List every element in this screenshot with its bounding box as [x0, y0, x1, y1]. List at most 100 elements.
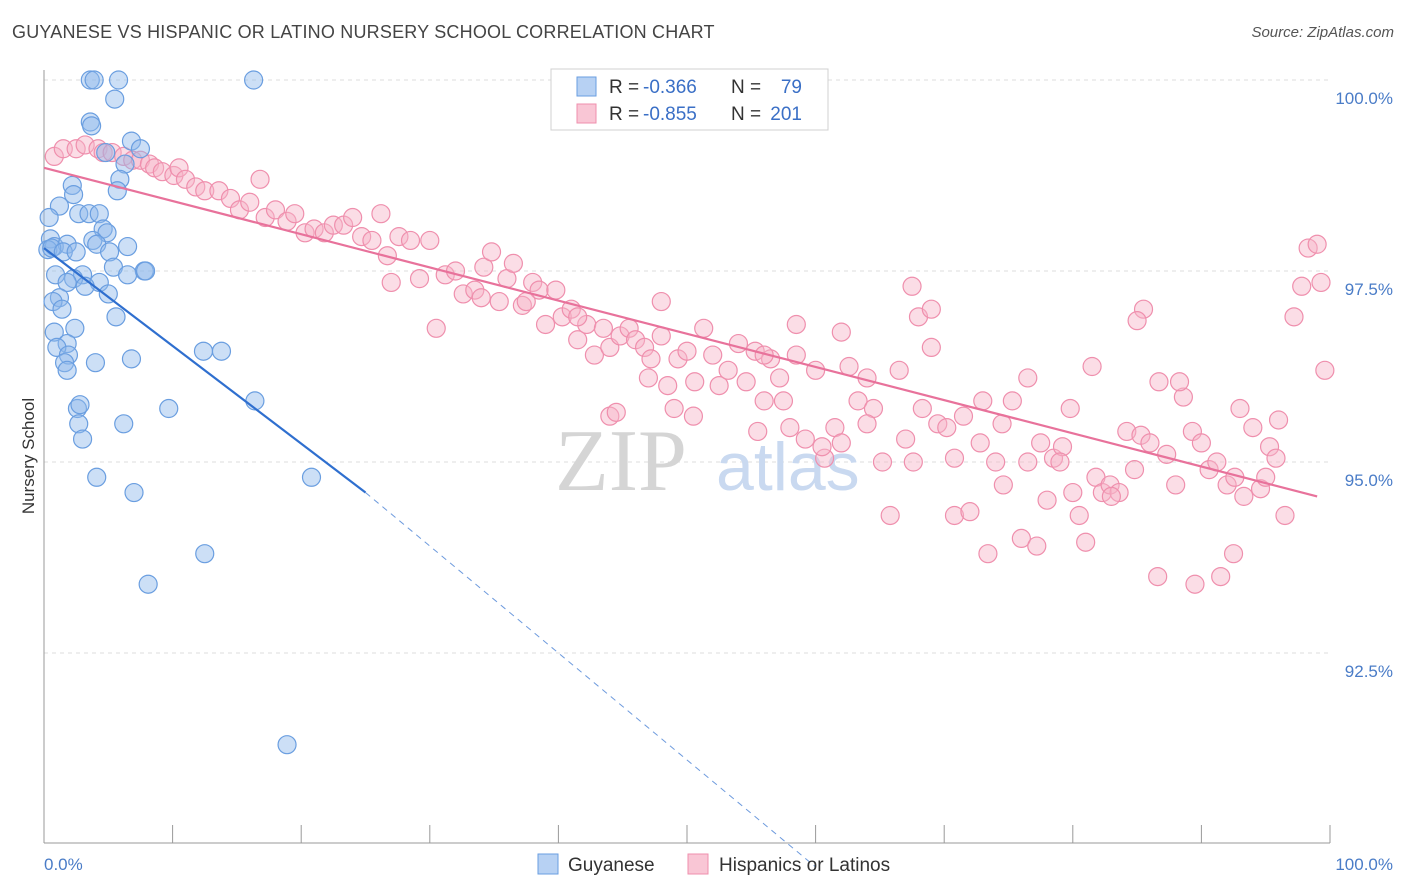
point-hispanic-169 — [638, 368, 659, 388]
chart-source: Source: ZipAtlas.com — [1251, 24, 1394, 41]
point-hispanic-159 — [1018, 368, 1038, 388]
point-hispanic-154 — [1133, 299, 1154, 319]
point-hispanic-126 — [1124, 460, 1145, 480]
point-hispanic-106 — [960, 502, 980, 522]
point-guyanese-9 — [130, 139, 151, 159]
point-hispanic-143 — [1266, 448, 1286, 468]
legend-n-value-2: 201 — [770, 104, 802, 125]
point-hispanic-117 — [1052, 437, 1073, 457]
y-tick-label-2: 95.0% — [1345, 471, 1393, 490]
point-hispanic-120 — [1076, 532, 1096, 552]
stats-legend-box — [550, 68, 829, 131]
point-hispanic-52 — [512, 295, 532, 315]
point-guyanese-64 — [114, 414, 134, 434]
point-hispanic-153 — [921, 299, 941, 319]
point-hispanic-47 — [474, 257, 494, 277]
point-hispanic-45 — [453, 284, 473, 304]
point-guyanese-31 — [66, 242, 86, 262]
point-hispanic-24 — [265, 200, 286, 220]
point-hispanic-42 — [426, 318, 446, 338]
point-hispanic-91 — [839, 356, 859, 377]
point-guyanese-2 — [244, 70, 264, 90]
point-hispanic-100 — [912, 398, 932, 419]
point-hispanic-111 — [1002, 391, 1022, 411]
trend-lines — [43, 166, 1318, 868]
legend-swatch-guyanese — [576, 76, 597, 97]
point-hispanic-144 — [1275, 505, 1295, 526]
point-hispanic-78 — [728, 333, 749, 354]
point-hispanic-37 — [381, 272, 401, 293]
point-guyanese-17 — [79, 204, 99, 224]
point-hispanic-32 — [343, 207, 363, 228]
point-hispanic-83 — [769, 368, 790, 388]
point-hispanic-51 — [503, 253, 523, 273]
chart-title: GUYANESE VS HISPANIC OR LATINO NURSERY S… — [12, 22, 715, 42]
point-hispanic-130 — [1157, 444, 1177, 464]
point-hispanic-103 — [937, 418, 957, 438]
point-guyanese-49 — [65, 318, 85, 338]
point-hispanic-101 — [921, 337, 941, 357]
point-hispanic-22 — [250, 169, 270, 189]
point-hispanic-75 — [703, 345, 723, 365]
point-guyanese-61 — [70, 395, 90, 415]
point-guyanese-51 — [47, 337, 67, 357]
point-hispanic-171 — [516, 291, 536, 312]
point-hispanic-148 — [1307, 234, 1327, 254]
trend-line-guyanese — [43, 247, 367, 494]
point-guyanese-4 — [108, 70, 129, 90]
y-axis-title: Nursery School — [19, 398, 38, 514]
point-hispanic-131 — [1166, 475, 1186, 495]
point-guyanese-36 — [45, 265, 66, 285]
point-hispanic-161 — [857, 414, 877, 434]
point-guyanese-46 — [52, 299, 72, 319]
point-hispanic-156 — [1082, 356, 1102, 377]
watermark: ZIP atlas — [555, 413, 860, 510]
point-hispanic-59 — [568, 330, 588, 350]
x-tick-label-left: 0.0% — [44, 855, 83, 874]
point-hispanic-163 — [748, 421, 768, 442]
point-guyanese-41 — [57, 272, 77, 293]
point-hispanic-90 — [831, 322, 851, 342]
point-hispanic-104 — [944, 505, 965, 526]
bottom-legend-swatch-guyanese — [537, 853, 559, 875]
point-hispanic-84 — [780, 418, 800, 438]
point-hispanic-145 — [1284, 307, 1304, 327]
point-hispanic-99 — [903, 452, 923, 472]
point-hispanic-118 — [1060, 398, 1080, 419]
point-hispanic-172 — [568, 307, 588, 327]
point-guyanese-29 — [42, 238, 62, 258]
point-hispanic-85 — [786, 314, 806, 335]
point-hispanic-150 — [1315, 360, 1335, 380]
point-hispanic-79 — [736, 372, 756, 392]
point-hispanic-77 — [718, 360, 738, 380]
point-guyanese-43 — [98, 284, 118, 304]
point-hispanic-98 — [896, 429, 916, 449]
point-hispanic-74 — [694, 318, 714, 338]
point-hispanic-134 — [1191, 433, 1212, 453]
point-guyanese-39 — [117, 265, 138, 285]
point-guyanese-65 — [72, 429, 93, 449]
legend-r-label-2: R = — [609, 104, 639, 125]
point-hispanic-108 — [978, 544, 998, 564]
point-hispanic-23 — [255, 207, 275, 228]
point-hispanic-125 — [1117, 421, 1137, 442]
point-guyanese-53 — [85, 353, 106, 373]
point-hispanic-53 — [523, 272, 543, 293]
point-guyanese-3 — [105, 89, 125, 109]
point-guyanese-62 — [159, 398, 179, 419]
point-guyanese-71 — [277, 735, 297, 755]
gridlines — [44, 79, 1330, 654]
point-guyanese-48 — [44, 322, 64, 342]
point-guyanese-68 — [124, 482, 144, 503]
point-hispanic-46 — [465, 280, 485, 300]
point-hispanic-86 — [795, 429, 815, 449]
point-hispanic-170 — [471, 288, 491, 308]
point-hispanic-179 — [1031, 433, 1051, 453]
point-hispanic-185 — [1223, 544, 1244, 564]
trend-line-hispanic — [43, 166, 1318, 498]
point-hispanic-141 — [1250, 479, 1271, 499]
point-guyanese-32 — [99, 242, 120, 262]
point-hispanic-87 — [805, 360, 826, 380]
point-hispanic-140 — [1243, 418, 1263, 438]
